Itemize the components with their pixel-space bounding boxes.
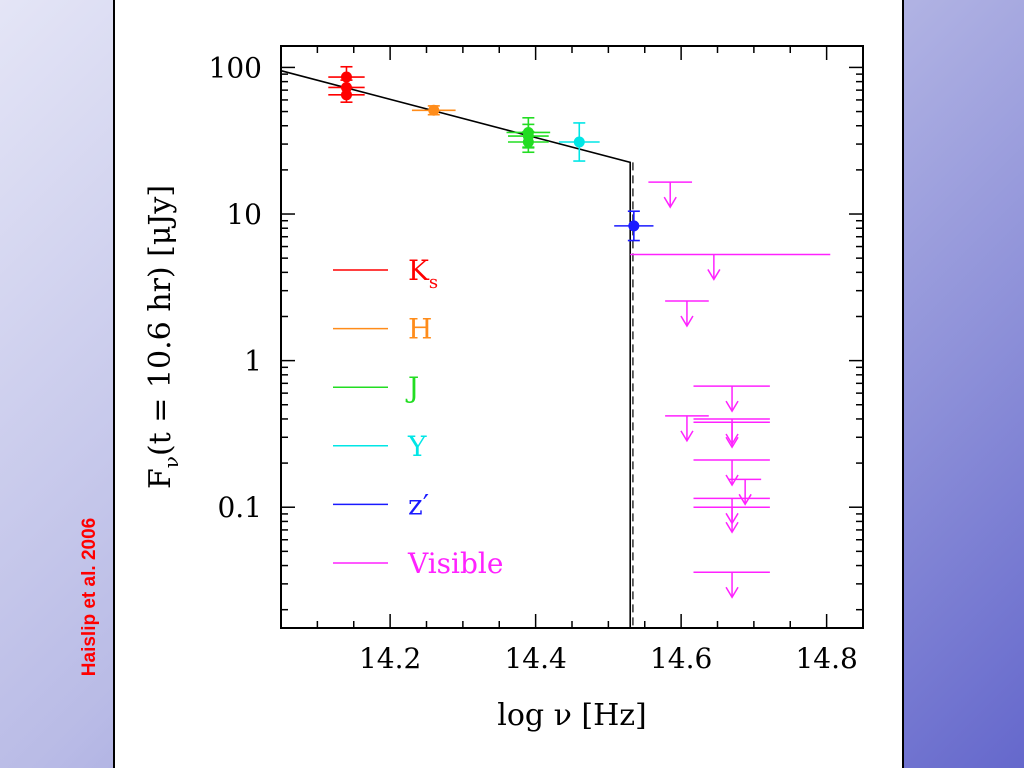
- data-marker: [428, 104, 440, 116]
- limit-arrow-head: [725, 474, 739, 487]
- upper-limit-marker: [665, 300, 709, 328]
- data-points: [328, 65, 654, 242]
- limit-arrow-head: [707, 269, 721, 281]
- legend-item-Y: Y: [333, 430, 427, 463]
- limit-arrow-head: [680, 430, 694, 443]
- model-line: [280, 69, 632, 628]
- upper-limit-marker: [693, 385, 770, 413]
- tick-labels: 14.2 14.4 14.6 14.8 100 10 1 0.1: [209, 51, 858, 675]
- upper-limit-marker: [693, 459, 770, 487]
- y-axis-label-post: (t = 10.6 hr) [μJy]: [143, 185, 178, 456]
- upper-limit-marker: [693, 421, 770, 449]
- x-tick-label: 14.6: [650, 642, 712, 675]
- legend-label-text: Visible: [407, 547, 503, 580]
- x-tick-label: 14.8: [795, 642, 857, 675]
- limit-arrow-head: [680, 315, 694, 328]
- upper-limit-marker: [630, 253, 831, 281]
- upper-limits: [630, 181, 831, 599]
- legend-item-J: J: [333, 371, 419, 404]
- limit-arrow-head: [725, 521, 739, 534]
- legend-label-text: H: [408, 313, 432, 346]
- limit-arrow-head: [725, 436, 739, 449]
- data-marker: [628, 220, 640, 232]
- y-tick-label: 10: [226, 198, 262, 231]
- y-axis-label-pre: F: [143, 468, 178, 489]
- legend-label: z′: [408, 488, 429, 521]
- data-point-Ks: [328, 86, 365, 103]
- data-point-z: [614, 210, 654, 242]
- data-point-J: [507, 130, 549, 154]
- upper-limit-marker: [693, 571, 770, 599]
- y-tick-label: 1: [244, 345, 262, 378]
- x-tick-label: 14.4: [504, 642, 566, 675]
- legend-label: H: [408, 313, 432, 346]
- data-point-H: [411, 104, 456, 116]
- x-tick-label: 14.2: [359, 642, 421, 675]
- data-marker: [340, 89, 352, 101]
- y-tick-label: 0.1: [217, 491, 262, 524]
- plot-frame: [280, 45, 864, 629]
- legend-label-text: Y: [407, 430, 427, 463]
- data-marker: [573, 136, 585, 148]
- limit-arrow-head: [725, 586, 739, 599]
- limit-arrow-head: [663, 196, 677, 209]
- legend-label: Visible: [407, 547, 503, 580]
- legend-item-H: H: [333, 313, 432, 346]
- y-axis-label-sub: ν: [159, 456, 183, 468]
- upper-limit-marker: [648, 181, 693, 209]
- legend-label-text: z′: [408, 488, 429, 521]
- legend-label: Y: [407, 430, 427, 463]
- data-point-Y: [558, 122, 600, 162]
- figure-panel: [113, 0, 904, 768]
- legend-label-sub: s: [429, 272, 438, 293]
- model-curve: [280, 69, 634, 628]
- x-axis-label: log ν [Hz]: [497, 698, 647, 733]
- axis-ticks: [281, 46, 863, 628]
- y-tick-label: 100: [209, 51, 262, 84]
- legend-label: J: [405, 371, 419, 404]
- legend-item-Visible: Visible: [333, 547, 503, 580]
- upper-limit-marker: [665, 415, 709, 443]
- limit-arrow-head: [725, 400, 739, 413]
- data-marker: [522, 136, 534, 148]
- legend-item-Ks: Ks: [333, 254, 438, 293]
- legend-label-text: K: [408, 254, 430, 287]
- legend-label-text: J: [405, 371, 419, 404]
- upper-limit-marker: [693, 506, 770, 534]
- legend-item-z: z′: [333, 488, 429, 521]
- legend-label: Ks: [408, 254, 438, 293]
- y-axis-label: Fν(t = 10.6 hr) [μJy]: [143, 185, 183, 489]
